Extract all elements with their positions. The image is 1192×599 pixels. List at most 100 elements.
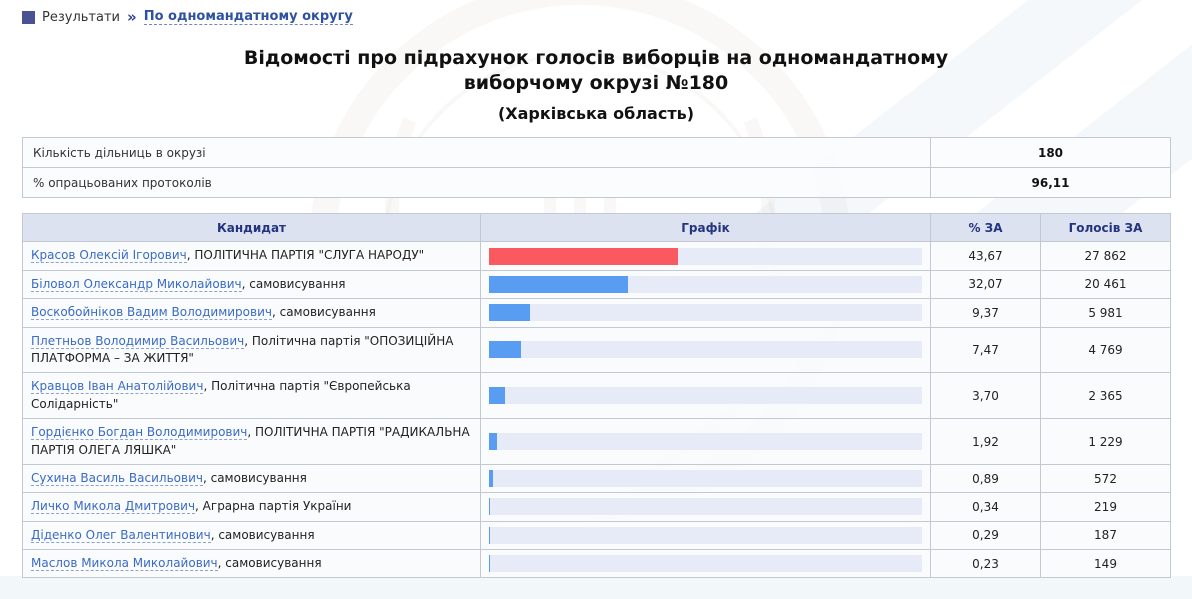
candidate-link[interactable]: Діденко Олег Валентинович [31,527,211,543]
candidate-party: , ПОЛІТИЧНА ПАРТІЯ "СЛУГА НАРОДУ" [186,248,425,263]
candidate-row: Маслов Микола Миколайович, самовисування… [22,549,1171,579]
column-header-percent: % ЗА [930,213,1041,243]
candidate-link[interactable]: Біловол Олександр Миколайович [31,276,242,292]
bar-track [489,275,922,293]
vote-bar [489,526,491,544]
page-title: Відомості про підрахунок голосів виборці… [243,47,949,94]
breadcrumb-square-icon [22,10,35,24]
candidate-party: , самовисування [217,556,322,571]
bar-track [489,470,922,488]
page-subtitle: (Харківська область) [497,104,695,124]
graph-cell [480,269,931,300]
percent-cell: 7,47 [930,326,1041,374]
bar-track [489,555,922,573]
candidate-party: , Політична партія "Європейська Солідарн… [31,379,411,411]
votes-cell: 27 862 [1040,241,1171,271]
candidate-party: , самовисування [210,527,315,542]
percent-cell: 0,89 [930,463,1041,494]
percent-cell: 1,92 [930,418,1041,465]
votes-cell: 187 [1040,520,1171,551]
percent-cell: 0,23 [930,549,1041,579]
votes-cell: 149 [1040,549,1171,579]
summary-label: Кількість дільниць в окрузі [22,137,931,169]
candidate-link[interactable]: Гордієнко Богдан Володимирович [31,425,248,441]
percent-cell: 0,29 [930,520,1041,551]
breadcrumb-link-single-mandate[interactable]: По одномандатному округу [143,9,353,25]
percent-cell: 32,07 [930,269,1041,300]
graph-cell [480,520,931,551]
candidate-party: , самовисування [241,276,346,291]
vote-bar [489,555,490,573]
summary-row-precincts: Кількість дільниць в окрузі 180 [22,137,1171,169]
candidate-party: , ПОЛІТИЧНА ПАРТІЯ "РАДИКАЛЬНА ПАРТІЯ ОЛ… [31,425,470,457]
breadcrumb-section: Результати [42,9,120,25]
bar-track [489,387,922,405]
candidate-cell: Воскобойніков Вадим Володимирович, самов… [22,298,481,328]
votes-cell: 5 981 [1040,298,1171,328]
candidate-link[interactable]: Сухина Василь Васильович [31,470,203,486]
candidate-party: , Аграрна партія України [195,499,352,514]
percent-cell: 9,37 [930,298,1041,328]
vote-bar [489,275,628,293]
candidate-link[interactable]: Личко Микола Дмитрович [31,499,196,515]
candidate-link[interactable]: Плетньов Володимир Васильович [31,333,245,349]
votes-cell: 20 461 [1040,269,1171,300]
candidate-link[interactable]: Маслов Микола Миколайович [31,556,218,572]
candidate-cell: Красов Олексій Ігорович, ПОЛІТИЧНА ПАРТІ… [22,241,481,271]
candidate-row: Красов Олексій Ігорович, ПОЛІТИЧНА ПАРТІ… [22,241,1171,271]
percent-cell: 43,67 [930,241,1041,271]
bar-track [489,526,922,544]
votes-cell: 1 229 [1040,418,1171,465]
candidate-cell: Сухина Василь Васильович, самовисування [22,463,481,494]
summary-value: 180 [930,137,1171,169]
candidate-cell: Кравцов Іван Анатолійович, Політична пар… [22,372,481,420]
vote-bar [489,433,498,450]
bar-track [489,341,922,359]
results-table: Кандидат Графік % ЗА Голосів ЗА Красов О… [22,213,1171,579]
vote-bar [489,498,491,516]
vote-bar [489,341,522,359]
candidate-party: , самовисування [202,470,307,485]
candidate-link[interactable]: Красов Олексій Ігорович [31,248,187,264]
candidate-row: Плетньов Володимир Васильович, Політична… [22,326,1171,374]
bar-track [489,433,922,450]
candidate-row: Воскобойніков Вадим Володимирович, самов… [22,298,1171,328]
vote-bar [489,304,530,322]
candidate-cell: Біловол Олександр Миколайович, самовисув… [22,269,481,300]
page-content: Результати » По одномандатному округу Ві… [22,8,1171,579]
candidate-link[interactable]: Кравцов Іван Анатолійович [31,379,204,395]
bar-track [489,304,922,322]
summary-table: Кількість дільниць в окрузі 180 % опраць… [22,137,1171,199]
percent-cell: 0,34 [930,492,1041,522]
summary-row-protocols: % опрацьованих протоколів 96,11 [22,167,1171,199]
summary-label: % опрацьованих протоколів [22,167,931,199]
graph-cell [480,372,931,420]
candidate-link[interactable]: Воскобойніков Вадим Володимирович [31,305,272,321]
graph-cell [480,241,931,271]
candidate-party: , Політична партія "ОПОЗИЦІЙНА ПЛАТФОРМА… [31,333,454,365]
bar-track [489,498,922,516]
graph-cell [480,549,931,579]
column-header-votes: Голосів ЗА [1040,213,1171,243]
vote-bar [489,247,679,265]
candidate-cell: Гордієнко Богдан Володимирович, ПОЛІТИЧН… [22,418,481,465]
candidate-cell: Маслов Микола Миколайович, самовисування [22,549,481,579]
candidate-party: , самовисування [271,305,376,320]
votes-cell: 4 769 [1040,326,1171,374]
graph-cell [480,326,931,374]
votes-cell: 219 [1040,492,1171,522]
graph-cell [480,463,931,494]
graph-cell [480,298,931,328]
vote-bar [489,387,506,405]
candidate-row: Кравцов Іван Анатолійович, Політична пар… [22,372,1171,420]
column-header-candidate: Кандидат [22,213,481,243]
candidate-row: Біловол Олександр Миколайович, самовисув… [22,269,1171,300]
bar-track [489,247,922,265]
footer-band [0,576,1192,599]
votes-cell: 2 365 [1040,372,1171,420]
results-header-row: Кандидат Графік % ЗА Голосів ЗА [22,213,1171,243]
breadcrumb: Результати » По одномандатному округу [22,8,1170,26]
vote-bar [489,470,493,488]
graph-cell [480,418,931,465]
candidate-row: Личко Микола Дмитрович, Аграрна партія У… [22,492,1171,522]
